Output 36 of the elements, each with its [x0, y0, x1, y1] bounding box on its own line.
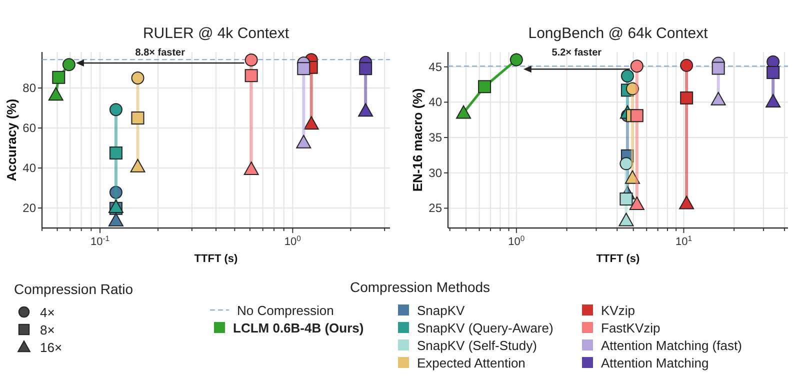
legend-label: KVzip [601, 303, 635, 318]
legend-label: Expected Attention [417, 356, 526, 370]
x-axis-title: TTFT (s) [596, 253, 640, 265]
x-tick-label: 10$^{0}$ [284, 234, 301, 248]
legend-label: No Compression [237, 303, 334, 318]
y-tick-label: 80 [22, 81, 36, 95]
chart-title: RULER @ 4k Context [142, 25, 290, 42]
legend-label: Attention Matching [601, 356, 709, 370]
y-axis-title: Accuracy (%) [4, 98, 19, 182]
text: 8× [40, 322, 55, 338]
y-tick-label: 45 [428, 60, 442, 74]
y-tick-label: 60 [22, 121, 36, 135]
legend-label: Attention Matching (fast) [601, 338, 742, 353]
x-tick-label: 10$^{-1}$ [90, 234, 110, 248]
text: Compression Ratio [14, 281, 134, 297]
annotation: 8.8× faster [135, 48, 186, 58]
legend-label: LCLM 0.6B-4B (Ours) [233, 320, 364, 336]
legend-label: FastKVzip [601, 320, 660, 336]
legend-label: SnapKV (Self-Study) [417, 338, 537, 353]
x-tick-label: 10$^{0}$ [508, 234, 525, 248]
y-tick-label: 40 [22, 161, 36, 175]
y-tick-label: 20 [22, 201, 36, 215]
legend-label: SnapKV [417, 303, 466, 318]
legend-title: Compression Methods [350, 279, 490, 295]
y-tick-label: 40 [428, 95, 442, 110]
chart-title: LongBench @ 64k Context [528, 25, 709, 42]
text: 4× [40, 305, 55, 320]
x-axis-title: TTFT (s) [194, 253, 238, 265]
text: 16× [40, 340, 62, 355]
y-tick-label: 30 [428, 166, 442, 180]
annotation: 5.2× faster [552, 48, 602, 58]
y-axis-title: EN-16 macro (%) [410, 88, 425, 192]
x-tick-label: 10$^{1}$ [675, 234, 692, 248]
legend-label: SnapKV (Query-Aware) [417, 320, 554, 336]
y-tick-label: 35 [428, 130, 442, 145]
y-tick-label: 25 [428, 201, 442, 216]
